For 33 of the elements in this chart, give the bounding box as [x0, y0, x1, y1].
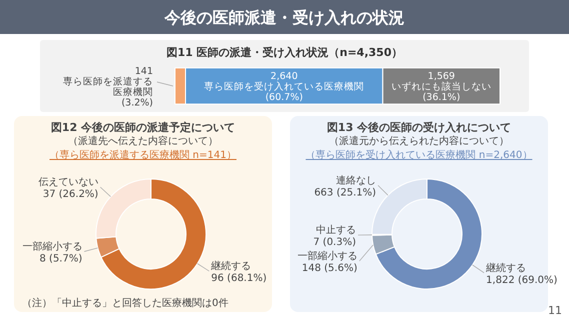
- chart-subtitle: （派遣元から伝えられた内容について）: [329, 135, 509, 147]
- slice-label: 継続する: [210, 260, 252, 272]
- data-label: 37 (26.2%): [42, 189, 98, 200]
- slice-label: 一部縮小する: [297, 250, 358, 262]
- chart-title: 図11 医師の派遣・受け入れ状況（n=4,350）: [166, 46, 402, 59]
- data-label: 1,822 (69.0%): [486, 274, 558, 286]
- annotation: (36.1%): [422, 92, 460, 103]
- text: 11: [548, 304, 562, 317]
- slice-label: 継続する: [485, 262, 526, 274]
- text: （専ら医師を受け入れている医療機関 n=2,640）: [306, 149, 532, 161]
- data-label: 1,569: [428, 71, 455, 82]
- text: (3.2%): [121, 97, 153, 108]
- slice-label: 連絡なし: [336, 174, 376, 186]
- data-label: 7 (0.3%): [313, 237, 356, 248]
- data-label: 663 (25.1%): [314, 187, 376, 198]
- slice-label: 伝えていない: [38, 177, 98, 188]
- text: （専ら医師を派遣する医療機関 n=141）: [50, 149, 236, 161]
- slice-label: 一部縮小する: [22, 240, 82, 252]
- chart-title: 図13 今後の医師の受け入れについて: [326, 121, 512, 134]
- series-label: いずれにも該当しない: [391, 80, 492, 92]
- text: （注）「中止する」と回答した医療機関は0件: [22, 297, 228, 309]
- annotation: (60.7%): [265, 92, 303, 103]
- chart-title: 図12 今後の医師の派遣予定について: [50, 121, 236, 134]
- data-label: 148 (5.6%): [302, 263, 358, 274]
- text: 専ら医師を派遣する医療機関: [63, 75, 153, 98]
- data-label: 96 (68.1%): [211, 273, 267, 284]
- chart-subtitle: （派遣先へ伝えた内容について）: [68, 135, 218, 147]
- data-label: 2,640: [270, 71, 298, 82]
- text: 今後の医師派遣・受け入れの状況: [164, 8, 404, 27]
- series-label: 専ら医師を受け入れている医療機関: [204, 80, 364, 92]
- slice-label: 中止する: [316, 224, 356, 236]
- data-label: 141: [134, 66, 153, 77]
- data-label: 8 (5.7%): [40, 253, 82, 264]
